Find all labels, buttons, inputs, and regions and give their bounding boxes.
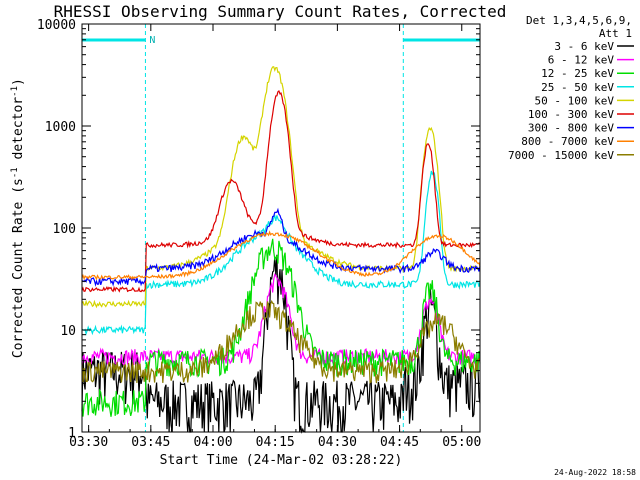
y-axis-label: Corrected Count Rate (s-1 detector-1) — [9, 78, 27, 359]
x-tick-label: 03:45 — [131, 435, 170, 450]
axes: 03:30 03:45 04:00 04:15 04:30 04:45 05:00 1 10 10… — [37, 18, 481, 450]
y-tick-label: 1 — [68, 426, 76, 441]
x-tick-label: 05:00 — [442, 435, 481, 450]
series-line — [81, 299, 481, 384]
legend-label: 6 - 12 keV — [548, 54, 615, 67]
x-tick-label: 03:30 — [69, 435, 108, 450]
legend-label: 300 - 800 keV — [528, 122, 614, 135]
y-tick-label: 10000 — [37, 18, 76, 33]
attenuator-label: Att 1 — [598, 27, 632, 40]
series-line — [81, 66, 481, 309]
detector-label: Det 1,3,4,5,6,9, — [526, 14, 632, 27]
legend-label: 100 - 300 keV — [528, 108, 614, 121]
y-tick-label: 1000 — [45, 120, 76, 135]
series-line — [81, 170, 481, 336]
x-tick-label: 04:15 — [256, 435, 295, 450]
y-tick-label: 100 — [53, 222, 76, 237]
night-marker: N — [149, 35, 155, 46]
x-tick-label: 04:00 — [193, 435, 232, 450]
series-line — [81, 273, 481, 368]
legend-label: 12 - 25 keV — [541, 67, 614, 80]
series-line — [81, 90, 481, 293]
x-axis-label: Start Time (24-Mar-02 03:28:22) — [159, 453, 403, 468]
x-tick-label: 04:45 — [380, 435, 419, 450]
x-tick-label: 04:30 — [318, 435, 357, 450]
legend-label: 800 - 7000 keV — [521, 135, 614, 148]
detector-info: Det 1,3,4,5,6,9, Att 1 — [526, 14, 632, 40]
chart-title: RHESSI Observing Summary Count Rates, Co… — [53, 2, 507, 21]
plot-frame — [81, 23, 481, 433]
series-line — [81, 230, 481, 281]
y-tick-label: 10 — [60, 324, 76, 339]
series-lines — [81, 66, 481, 434]
series-line — [81, 254, 481, 434]
legend-label: 25 - 50 keV — [541, 81, 614, 94]
legend-label: 3 - 6 keV — [554, 40, 614, 53]
series-line — [81, 207, 481, 287]
legend-label: 50 - 100 keV — [535, 94, 615, 107]
footer-timestamp: 24-Aug-2022 18:58 — [554, 468, 636, 477]
night-bars: N — [82, 24, 480, 432]
legend-label: 7000 - 15000 keV — [508, 149, 614, 162]
